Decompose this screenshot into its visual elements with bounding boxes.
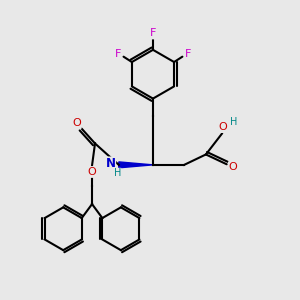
Polygon shape — [119, 162, 153, 168]
Text: O: O — [229, 162, 238, 172]
Text: H: H — [230, 117, 237, 128]
Text: F: F — [115, 49, 121, 59]
Text: O: O — [218, 122, 227, 132]
Text: F: F — [185, 49, 191, 59]
Text: O: O — [87, 167, 96, 177]
Text: H: H — [114, 168, 121, 178]
Text: O: O — [72, 118, 81, 128]
Text: F: F — [150, 28, 156, 38]
Text: N: N — [106, 157, 116, 170]
